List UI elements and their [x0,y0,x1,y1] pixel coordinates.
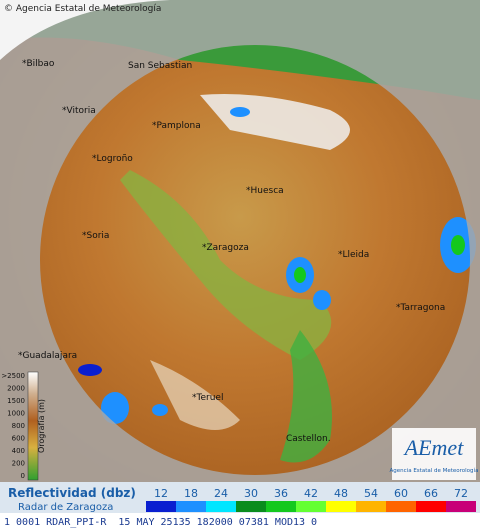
legend-value: 36 [274,487,288,500]
legend-value: 24 [214,487,228,500]
city-label: *Teruel [192,393,223,403]
orography-tick: 2000 [7,385,25,393]
city-labels: *Bilbao San Sebastian *Vitoria *Pamplona *Lo… [18,59,445,444]
city-label: *Huesca [246,186,284,196]
legend-swatch [356,501,386,512]
legend-value: 18 [184,487,198,500]
legend-value: 54 [364,487,378,500]
corner [0,0,170,60]
legend-value: 48 [334,487,348,500]
city-label: *Pamplona [152,121,201,131]
legend-swatch [266,501,296,512]
logo: AEmet Agencia Estatal de Meteorología [390,428,479,480]
legend-subtitle: Radar de Zaragoza [18,502,113,513]
legend-swatch [296,501,326,512]
orography-tick: 1000 [7,410,25,418]
legend-swatch [206,501,236,512]
orography-scale [27,371,39,481]
copyright: © Agencia Estatal de Meteorología [4,4,161,14]
legend-title: Reflectividad (dbz) [8,486,136,500]
logo-name: AEmet [403,435,465,460]
city-label: *Tarragona [396,303,445,313]
city-label: *Vitoria [62,106,96,116]
legend-value: 72 [454,487,468,500]
city-label: Castellon. [286,434,331,444]
radar-echoes [78,107,476,424]
city-label: *Lleida [338,250,369,260]
legend-swatch [146,501,176,512]
legend-value: 66 [424,487,438,500]
orography-tick: 1500 [7,397,25,405]
city-label: San Sebastian [128,61,192,71]
legend-value: 12 [154,487,168,500]
legend-swatch [326,501,356,512]
legend-swatch [446,501,476,512]
city-label: *Soria [82,231,109,241]
orography-tick: 600 [12,435,25,443]
legend-swatch [416,501,446,512]
logo-subtitle: Agencia Estatal de Meteorología [390,467,479,474]
city-label: *Bilbao [22,59,55,69]
legend-value: 60 [394,487,408,500]
status-bar [0,513,480,530]
legend-swatch [386,501,416,512]
orography-tick: 400 [12,447,25,455]
city-label: *Zaragoza [202,243,249,253]
orography-tick: >2500 [1,372,25,380]
orography-tick: 800 [12,422,25,430]
legend-swatch [176,501,206,512]
legend-scale: 12 18 24 30 36 42 48 54 60 66 72 [146,487,476,512]
legend-swatch [236,501,266,512]
orography-label: Orografía (m) [37,399,46,453]
city-label: *Logroño [92,154,133,164]
orography-tick: 200 [12,460,25,468]
status-text: 1 0001 RDAR_PPI-R 15 MAY 25135 182000 07… [4,517,317,528]
legend-value: 42 [304,487,318,500]
city-label: *Guadalajara [18,351,77,361]
legend-value: 30 [244,487,258,500]
orography-tick: 0 [21,472,25,480]
